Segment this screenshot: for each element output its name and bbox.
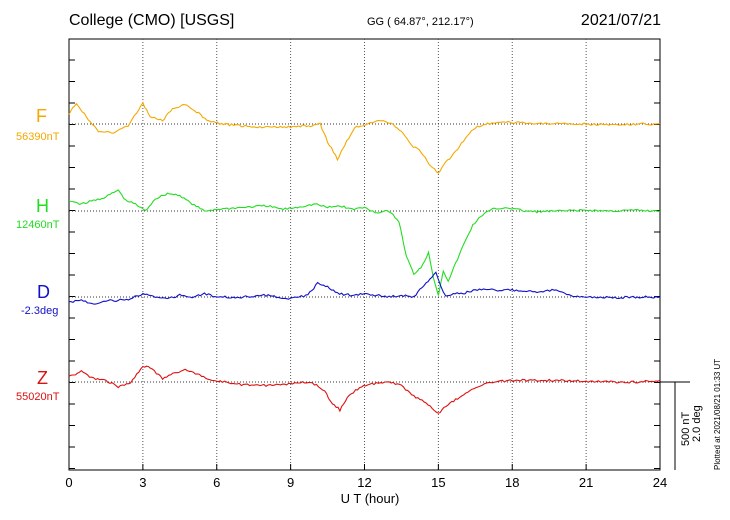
trace-f <box>68 101 661 174</box>
component-label-z: Z <box>37 368 48 388</box>
x-tick-label-6: 6 <box>213 475 220 490</box>
trace-z <box>68 365 661 414</box>
x-tick-label-0: 0 <box>65 475 72 490</box>
scale-deg-label: 2.0 deg <box>691 405 703 442</box>
baseline-value-f: 56390nT <box>16 131 60 143</box>
trace-h <box>68 189 661 296</box>
baseline-value-d: -2.3deg <box>21 305 59 317</box>
scale-bar <box>660 381 690 470</box>
x-axis-label: U T (hour) <box>340 491 400 506</box>
component-label-f: F <box>36 106 47 126</box>
station-title: College (CMO) [USGS] <box>69 12 235 29</box>
x-tick-label-12: 12 <box>357 475 371 490</box>
plotted-timestamp: Plotted at 2021/08/21 01:33 UT <box>713 358 722 470</box>
baseline-value-z: 55020nT <box>16 391 60 403</box>
component-label-h: H <box>36 196 49 216</box>
x-tick-label-24: 24 <box>653 475 667 490</box>
traces <box>68 101 661 414</box>
x-tick-label-3: 3 <box>139 475 146 490</box>
coordinates-label: GG ( 64.87°, 212.17°) <box>367 16 474 28</box>
baseline-value-h: 12460nT <box>16 219 60 231</box>
x-tick-label-15: 15 <box>431 475 445 490</box>
component-label-d: D <box>37 282 50 302</box>
x-tick-label-18: 18 <box>505 475 519 490</box>
x-axis: 0 3 6 9 12 15 18 21 24 <box>65 59 667 490</box>
date-label: 2021/07/21 <box>580 12 661 29</box>
x-tick-label-9: 9 <box>287 475 294 490</box>
x-tick-label-21: 21 <box>579 475 593 490</box>
grid <box>142 39 587 470</box>
trace-d <box>68 271 661 305</box>
